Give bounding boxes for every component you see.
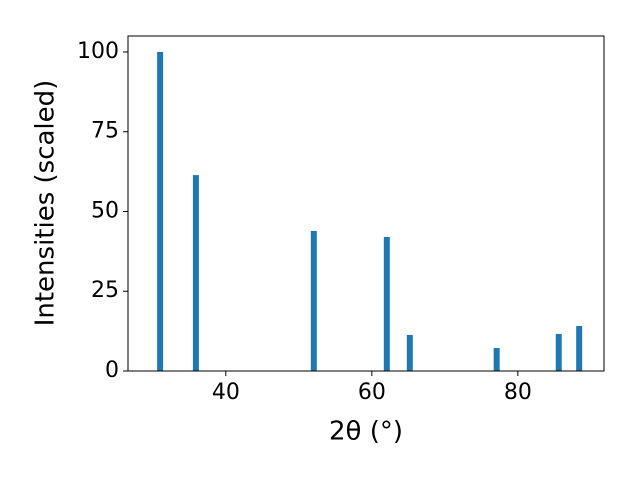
y-tick-label: 75	[91, 119, 119, 144]
x-tick-label: 60	[358, 380, 386, 405]
bar	[192, 175, 199, 371]
x-axis-label: 2θ (°)	[329, 417, 403, 447]
y-tick-label: 50	[91, 198, 119, 223]
bar	[157, 51, 164, 371]
bar	[493, 348, 500, 371]
plot-frame	[127, 35, 605, 372]
x-tick-label: 40	[212, 380, 240, 405]
y-tick-label: 25	[91, 278, 119, 303]
x-tick-label: 80	[504, 380, 532, 405]
bar	[406, 334, 413, 371]
y-tick-label: 0	[105, 358, 119, 383]
bar	[576, 326, 583, 371]
bar	[555, 333, 562, 371]
bar	[383, 237, 390, 371]
y-axis-label: Intensities (scaled)	[31, 80, 61, 327]
bar	[310, 230, 317, 371]
y-tick-label: 100	[77, 39, 119, 64]
